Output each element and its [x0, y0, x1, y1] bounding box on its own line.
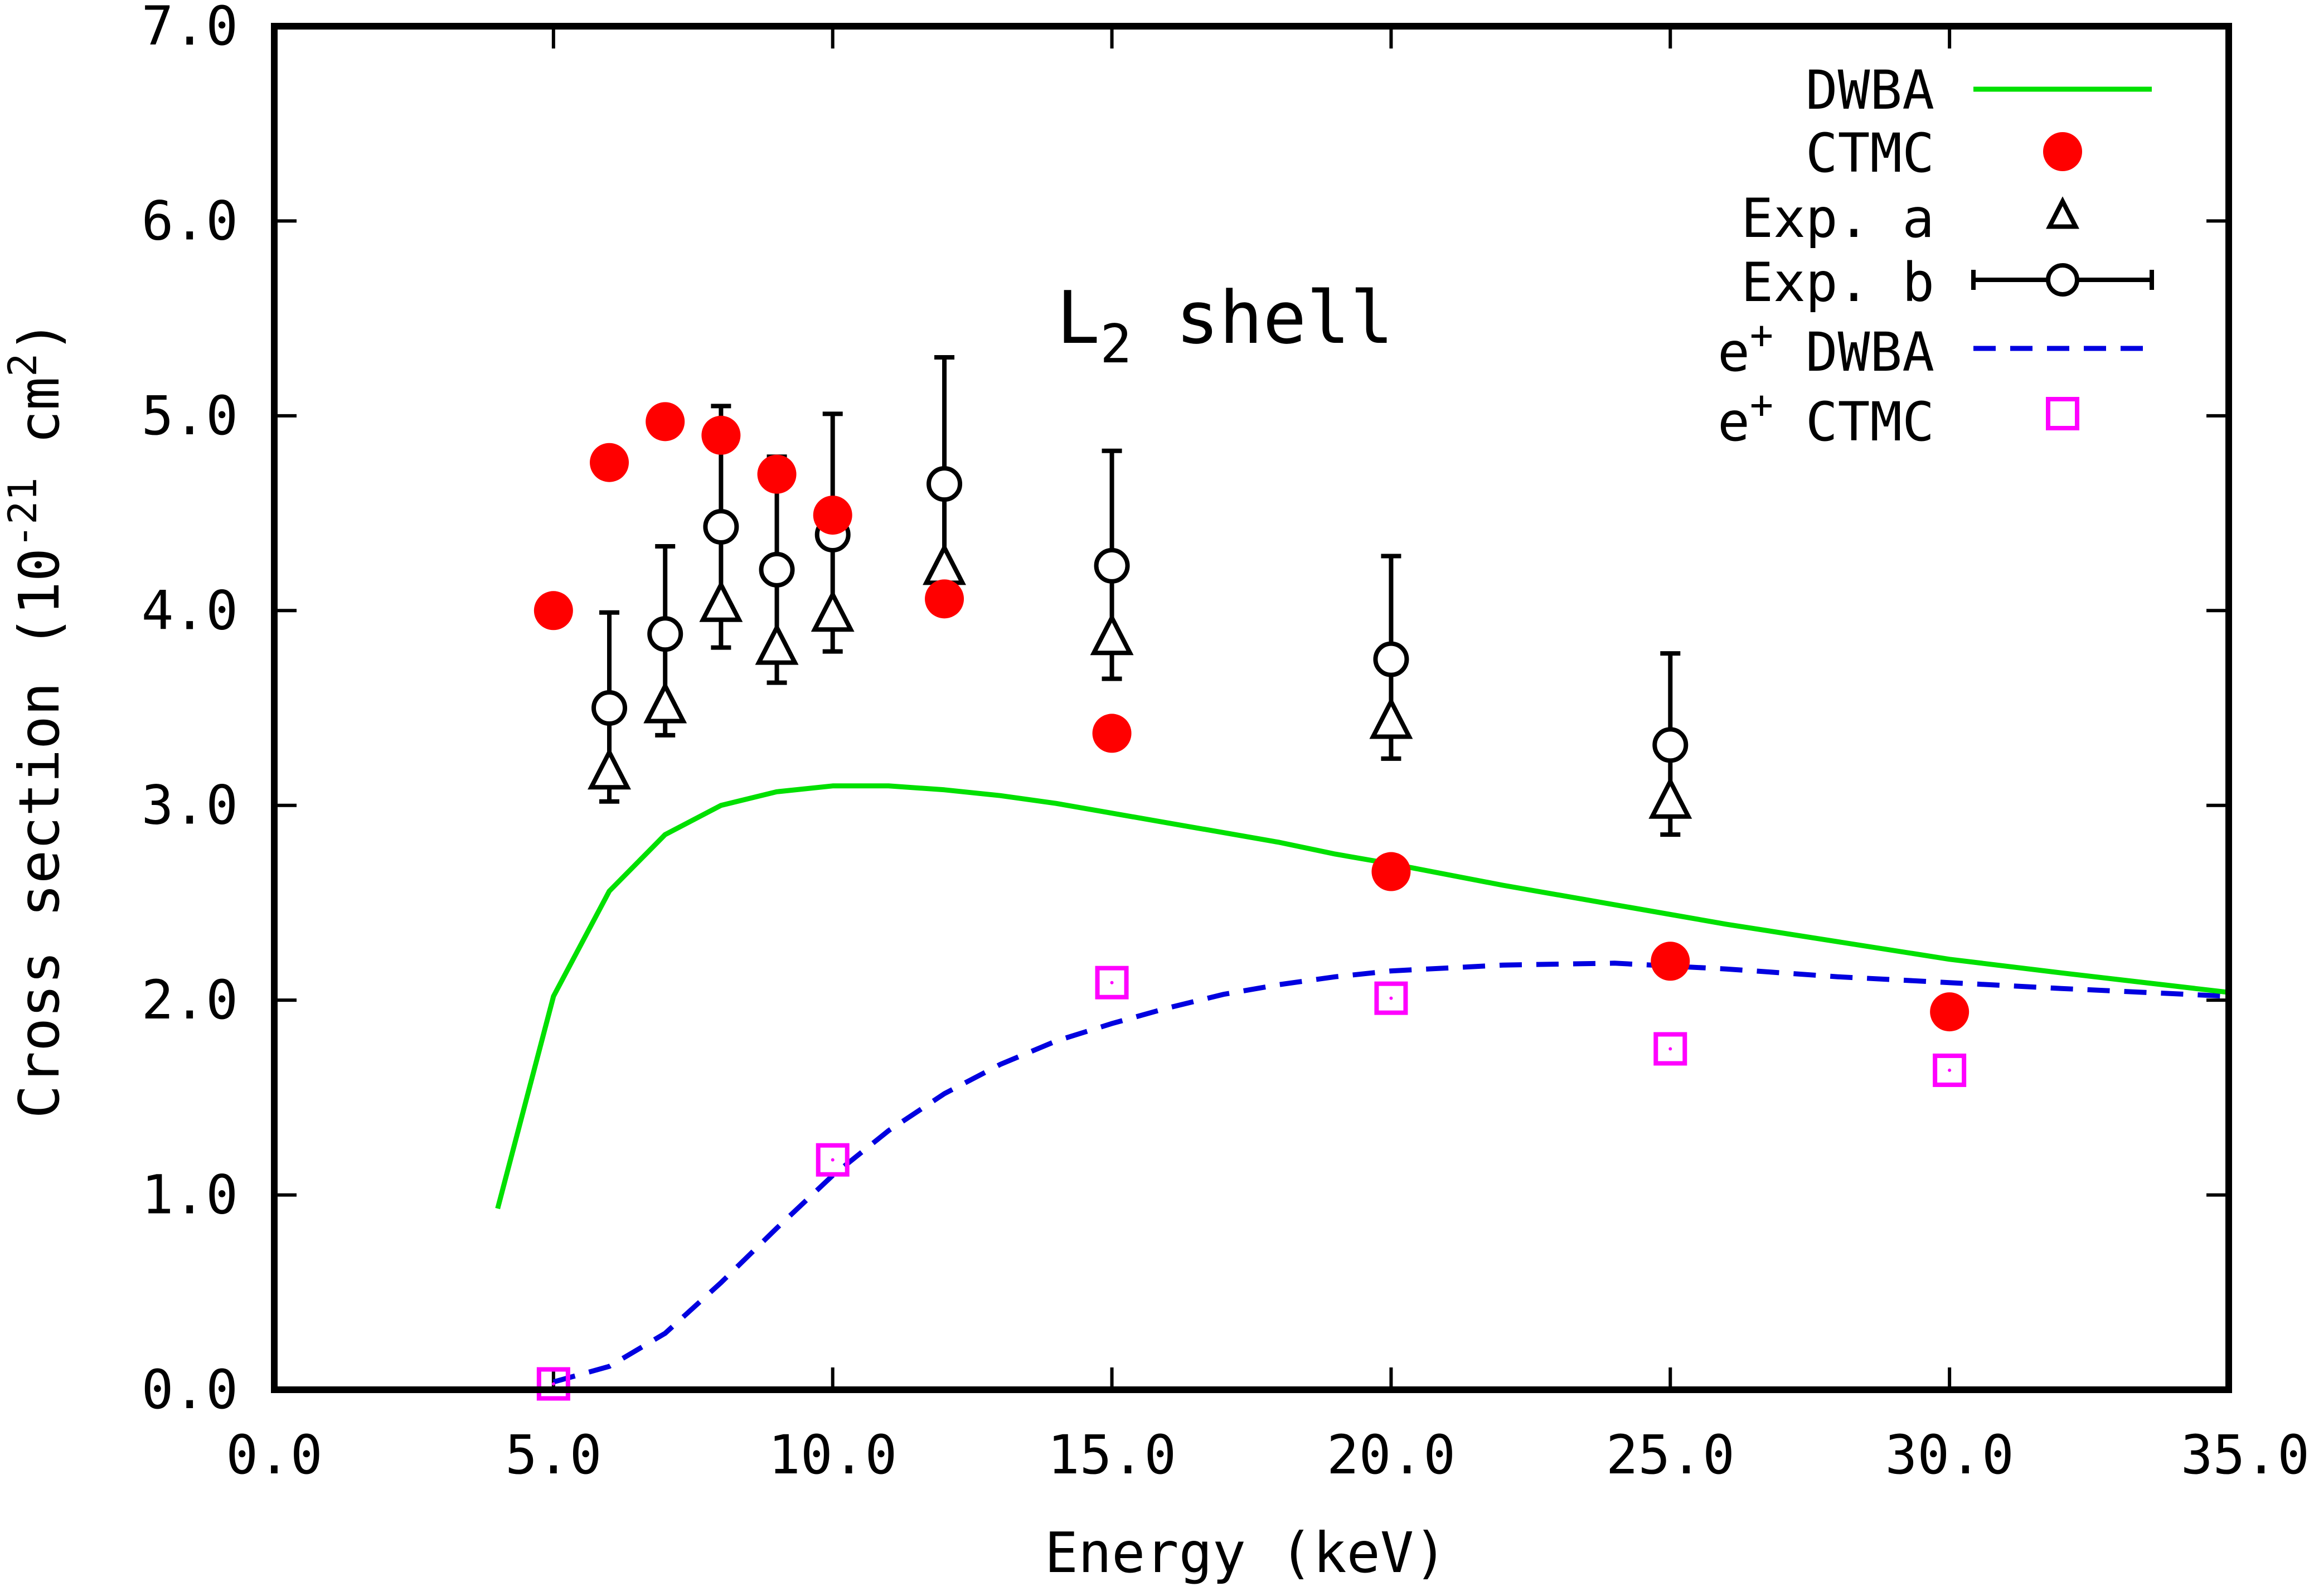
positron-ctmc-point	[1095, 966, 1129, 1000]
y-tick-label: 3.0	[142, 774, 238, 837]
x-tick-label: 30.0	[1885, 1424, 2014, 1486]
x-tick-label: 35.0	[2181, 1424, 2309, 1486]
positron-ctmc-point-dot	[551, 1382, 555, 1386]
positron-ctmc-point	[1374, 981, 1408, 1015]
exp-a-point	[755, 622, 799, 665]
x-tick-label: 20.0	[1327, 1424, 1456, 1486]
ctmc-point	[1371, 852, 1411, 891]
ctmc-point	[1651, 942, 1690, 981]
x-tick-label: 10.0	[768, 1424, 897, 1486]
positron-ctmc-point	[816, 1143, 850, 1177]
positron-ctmc-point-dot	[1668, 1047, 1672, 1051]
positron-ctmc-point	[1933, 1053, 1967, 1087]
legend-label-exp-b: Exp. b	[1741, 251, 1934, 314]
x-tick-label: 25.0	[1606, 1424, 1735, 1486]
legend-sample-exp-b	[2046, 263, 2079, 297]
dwba-line	[495, 783, 2229, 1210]
legend-samples	[1971, 86, 2154, 430]
y-tick-label: 6.0	[142, 190, 238, 252]
exp-a-point	[699, 580, 743, 622]
legend-label-ctmc: CTMC	[1806, 122, 1934, 185]
legend-sample-ctmc	[2043, 132, 2082, 171]
legend-label-exp-a: Exp. a	[1741, 187, 1934, 250]
x-axis-title: Energy (keV)	[1045, 1520, 1447, 1585]
legend-label-positron-ctmc: e+ CTMC	[1718, 382, 1934, 453]
exp-b-point	[647, 616, 683, 652]
ctmc-point	[813, 496, 852, 535]
y-tick-label: 0.0	[142, 1359, 238, 1421]
positron-ctmc-point	[1653, 1032, 1687, 1066]
exp-b-point	[1652, 727, 1689, 763]
positron-ctmc-point-dot	[1389, 996, 1393, 1000]
exp-b-point	[926, 466, 963, 502]
legend-label-positron-dwba: e+ DWBA	[1718, 312, 1934, 384]
ctmc-point	[757, 454, 797, 494]
exp-b-point	[591, 690, 628, 726]
exp-b-point	[1094, 547, 1130, 584]
x-tick-label: 5.0	[505, 1424, 601, 1486]
y-tick-label: 2.0	[142, 969, 238, 1031]
positron-ctmc-point-dot	[1110, 981, 1114, 984]
x-tick-label: 15.0	[1047, 1424, 1176, 1486]
positron-ctmc-point-dot	[1948, 1068, 1952, 1072]
positron-dwba-line	[552, 960, 2229, 1385]
y-tick-label: 1.0	[142, 1164, 238, 1226]
ctmc-point	[1930, 992, 1970, 1032]
legend-sample-exp-a	[2046, 196, 2079, 229]
y-tick-label: 4.0	[142, 579, 238, 642]
positron-ctmc-point-dot	[831, 1158, 835, 1162]
ctmc-point	[533, 591, 573, 630]
exp-a-point	[1648, 776, 1692, 819]
exp-b-point	[703, 509, 739, 545]
exp-a-point	[588, 747, 631, 790]
positron-ctmc-point	[536, 1367, 570, 1401]
ctmc-point	[925, 579, 964, 619]
exp-b-point	[1373, 641, 1409, 677]
plot-frame	[271, 23, 2232, 1393]
y-axis-title: Cross section (10-21 cm2)	[0, 320, 72, 1119]
tick-labels: 0.0 5.0 10.0 15.0 20.0 25.0 30.0 35.0 0.0 1.0 2.0 3…	[142, 0, 2309, 1486]
legend-sample-positron-ctmc	[2046, 397, 2079, 430]
legend-label-dwba: DWBA	[1806, 59, 1934, 122]
x-tick-label: 0.0	[226, 1424, 322, 1486]
y-tick-label: 7.0	[142, 0, 238, 57]
exp-a-point	[1369, 696, 1413, 739]
shell-annotation: L2 shell	[1056, 275, 1394, 375]
y-tick-label: 5.0	[142, 385, 238, 447]
ctmc-point	[590, 443, 629, 482]
exp-b-point	[759, 551, 795, 588]
series-layer	[495, 355, 2229, 1401]
exp-a-point	[643, 681, 687, 724]
legend: DWBA CTMC Exp. a Exp. b e+ DWBA e+ CTMC	[1718, 59, 2154, 453]
exp-a-point	[811, 589, 855, 632]
ctmc-point	[646, 402, 685, 442]
ctmc-point	[701, 415, 741, 455]
ctmc-point	[1092, 714, 1132, 753]
exp-a-point	[1090, 613, 1134, 656]
